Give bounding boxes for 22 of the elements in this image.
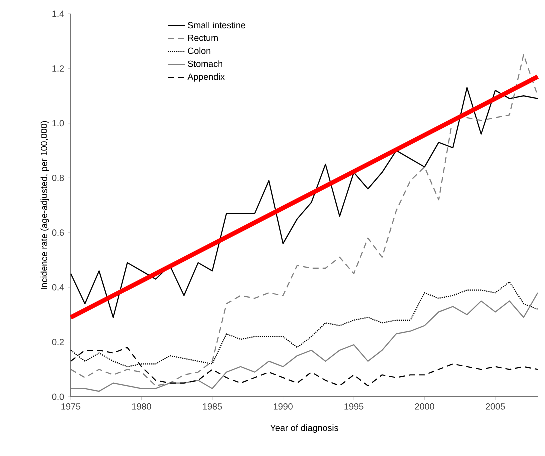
y-tick-label: 0.6	[52, 230, 64, 236]
y-tick-label: 1.4	[52, 10, 64, 18]
legend-label: Rectum	[188, 34, 218, 42]
y-tick-label: 0.8	[52, 174, 64, 182]
legend-label: Stomach	[188, 60, 222, 68]
y-tick-label: 1.0	[52, 120, 64, 127]
x-tick-label: 1980	[132, 404, 152, 410]
y-axis-title: Incidence rate (age-adjusted, per 100,000)	[40, 121, 50, 290]
x-tick-label: 1990	[274, 404, 293, 410]
y-tick-label: 0.2	[52, 339, 64, 346]
x-tick-label: 1975	[62, 404, 81, 410]
legend-label: Appendix	[188, 74, 225, 82]
y-tick-label: 0.4	[52, 284, 64, 291]
x-tick-label: 2005	[486, 404, 506, 410]
x-tick-label: 1985	[203, 404, 222, 410]
x-axis-title: Year of diagnosis	[270, 424, 338, 434]
y-tick-label: 0.0	[52, 394, 64, 400]
y-tick-label: 1.2	[52, 66, 64, 72]
legend-label: Colon	[188, 48, 211, 54]
legend-label: Small intestine	[188, 22, 246, 29]
x-tick-label: 2000	[415, 404, 434, 410]
x-tick-label: 1995	[344, 404, 364, 410]
